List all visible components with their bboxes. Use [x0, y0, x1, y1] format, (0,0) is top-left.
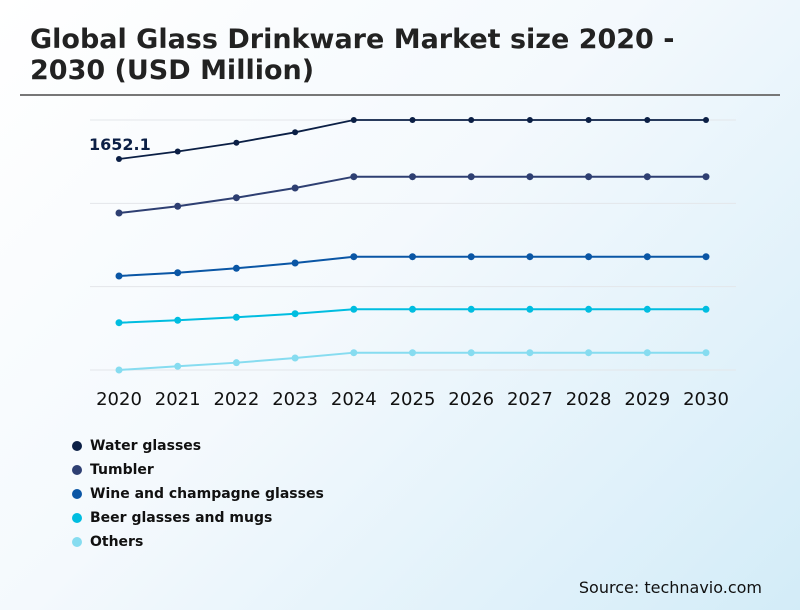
data-point — [468, 117, 475, 123]
data-point — [702, 305, 710, 313]
data-point — [350, 173, 358, 181]
x-tick-label: 2025 — [390, 389, 436, 410]
data-point — [467, 173, 475, 181]
legend-item: Others — [72, 530, 324, 554]
data-point — [643, 253, 651, 261]
data-point — [232, 313, 240, 321]
legend-marker-icon — [72, 537, 82, 547]
data-point — [232, 264, 240, 272]
data-point — [526, 117, 533, 123]
legend-item: Wine and champagne glasses — [72, 482, 324, 506]
data-point — [467, 305, 475, 313]
series-line-1 — [118, 175, 706, 214]
data-point — [350, 117, 357, 123]
legend-label: Beer glasses and mugs — [90, 510, 273, 526]
data-point — [233, 139, 240, 146]
legend-item: Tumbler — [72, 458, 324, 482]
data-point — [467, 349, 475, 357]
legend-item: Water glasses — [72, 434, 324, 458]
x-tick-label: 2021 — [155, 389, 201, 410]
data-point — [526, 173, 534, 181]
legend: Water glasses Tumbler Wine and champagne g… — [72, 434, 324, 554]
line-chart: 2020 2021 2022 2023 2024 2025 2026 2027 2028 2029… — [89, 117, 736, 410]
data-point — [232, 194, 240, 202]
data-point — [350, 349, 358, 357]
data-point — [291, 310, 299, 318]
data-point — [585, 253, 593, 261]
data-point — [350, 253, 358, 261]
data-point — [702, 173, 710, 181]
x-tick-label: 2028 — [566, 389, 612, 410]
data-point — [526, 253, 534, 261]
data-point — [409, 253, 416, 261]
x-tick-label: 2030 — [683, 389, 729, 410]
legend-marker-icon — [72, 465, 82, 475]
data-point — [467, 253, 475, 261]
legend-marker-icon — [72, 513, 82, 523]
data-point — [115, 209, 123, 217]
x-tick-label: 2023 — [272, 389, 318, 410]
data-point — [291, 354, 299, 362]
data-point — [292, 129, 299, 136]
legend-label: Others — [90, 534, 144, 550]
data-point — [585, 117, 592, 123]
x-tick-label: 2029 — [624, 389, 670, 410]
title-divider — [20, 94, 780, 96]
x-tick-label: 2022 — [213, 389, 259, 410]
data-point — [291, 259, 299, 267]
data-point — [232, 359, 240, 367]
chart-title: Global Glass Drinkware Market size 2020 … — [30, 24, 675, 86]
data-point — [116, 155, 122, 162]
legend-marker-icon — [72, 441, 82, 451]
data-point — [409, 173, 416, 181]
legend-item: Beer glasses and mugs — [72, 506, 324, 530]
legend-label: Wine and champagne glasses — [90, 486, 324, 502]
data-point — [702, 349, 710, 357]
x-tick-label: 2026 — [448, 389, 494, 410]
data-point — [526, 305, 534, 313]
data-point — [174, 316, 182, 324]
data-point — [115, 272, 123, 280]
data-point — [174, 269, 182, 277]
data-point — [350, 305, 358, 313]
legend-marker-icon — [72, 489, 82, 499]
data-point — [115, 319, 123, 327]
x-tick-label: 2024 — [331, 389, 377, 410]
data-point — [174, 148, 181, 155]
legend-label: Tumbler — [90, 462, 154, 478]
data-point — [526, 349, 534, 357]
data-point — [291, 184, 299, 192]
data-point — [643, 349, 651, 357]
data-point — [585, 173, 593, 181]
source-label: Source: technavio.com — [578, 578, 762, 597]
data-point — [644, 117, 651, 123]
data-point — [409, 349, 416, 357]
data-point — [115, 366, 123, 374]
data-point — [585, 349, 593, 357]
x-tick-label: 2020 — [96, 389, 142, 410]
data-point — [585, 305, 593, 313]
data-label: 1652.1 — [89, 135, 151, 154]
series-line-0 — [118, 119, 706, 160]
data-point — [703, 117, 709, 123]
data-point — [174, 202, 182, 210]
data-point — [409, 117, 416, 123]
data-point — [174, 362, 182, 370]
data-point — [643, 173, 651, 181]
data-point — [702, 253, 710, 261]
x-tick-label: 2027 — [507, 389, 553, 410]
data-point — [643, 305, 651, 313]
data-point — [409, 305, 416, 313]
legend-label: Water glasses — [90, 438, 202, 454]
